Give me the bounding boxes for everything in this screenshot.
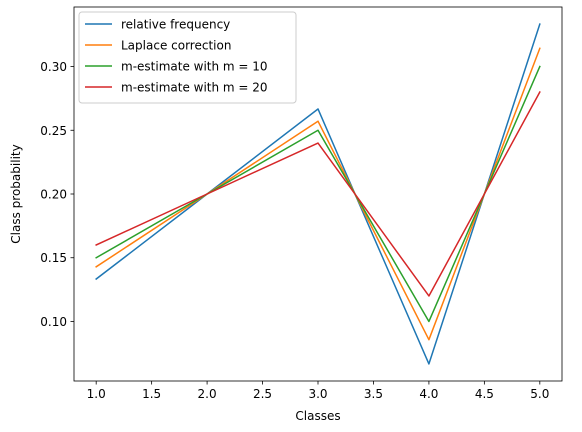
x-tick-label: 3.0 <box>308 387 327 401</box>
x-tick-label: 4.5 <box>475 387 494 401</box>
series-line-2 <box>95 65 541 323</box>
series-line-3 <box>95 91 541 297</box>
legend-label: Laplace correction <box>121 39 231 53</box>
x-tick-label: 3.5 <box>364 387 383 401</box>
series-line-0 <box>95 23 541 365</box>
x-tick-label: 5.0 <box>530 387 549 401</box>
legend: relative frequency Laplace correction m-es… <box>78 11 297 104</box>
ticks-layer: 1.0 1.5 2.0 2.5 3.0 3.5 4.0 4.5 5.0 0.10 0.15 0.20 0… <box>40 60 549 401</box>
x-tick-label: 2.0 <box>198 387 217 401</box>
y-tick-label: 0.10 <box>40 315 67 329</box>
x-tick-label: 1.0 <box>87 387 106 401</box>
legend-box <box>78 11 297 104</box>
y-tick-label: 0.25 <box>40 124 67 138</box>
y-tick-label: 0.30 <box>40 60 67 74</box>
lines-layer <box>95 23 541 365</box>
y-tick-label: 0.15 <box>40 251 67 265</box>
x-axis-label: Classes <box>295 409 340 423</box>
series-line-1 <box>95 47 541 341</box>
legend-label: m-estimate with m = 20 <box>121 81 268 95</box>
x-tick-label: 4.0 <box>419 387 438 401</box>
legend-label: m-estimate with m = 10 <box>121 60 268 74</box>
y-tick-label: 0.20 <box>40 188 67 202</box>
x-tick-label: 2.5 <box>253 387 272 401</box>
y-axis-label: Class probability <box>9 144 23 243</box>
plot-frame <box>73 6 563 382</box>
x-tick-label: 1.5 <box>142 387 161 401</box>
legend-label: relative frequency <box>121 18 230 32</box>
